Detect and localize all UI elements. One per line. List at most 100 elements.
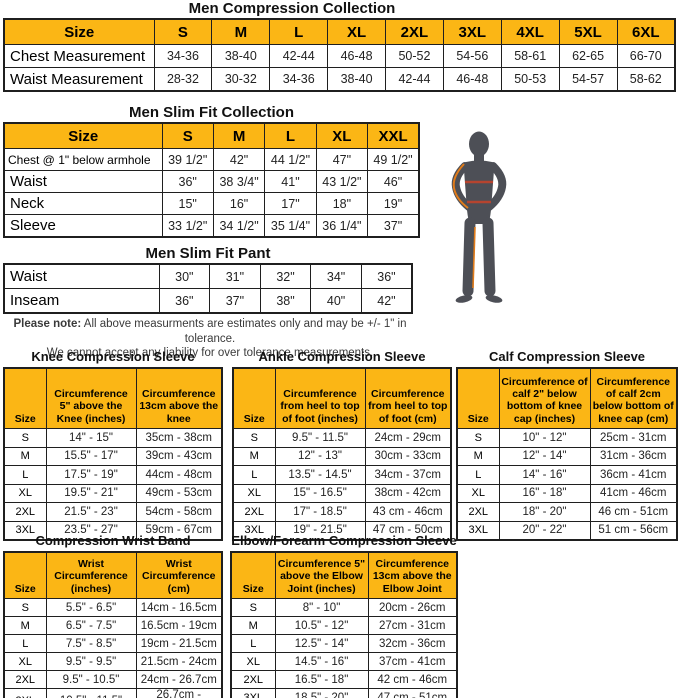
slim-fit-pant-section: Men Slim Fit Pant Waist 30" 31" 32" 34" 36" In…: [3, 245, 413, 314]
row-label: 2XL: [3, 502, 47, 522]
cell-value: 25cm - 31cm: [589, 428, 678, 448]
cell-value: 36": [360, 263, 413, 289]
row-label: L: [232, 465, 276, 485]
cell-value: 16": [212, 192, 266, 215]
table-row: Chest Measurement 34-36 38-40 42-44 46-48 50-…: [3, 44, 676, 68]
column-header: Size: [230, 551, 276, 599]
elbow-sleeve-table: Size Circumference 5" above the Elbow Joi…: [230, 551, 458, 698]
cell-value: 66-70: [616, 44, 676, 68]
row-label: Chest @ 1" below armhole: [3, 148, 163, 171]
cell-value: 30cm - 33cm: [364, 446, 452, 466]
slim-fit-section: Men Slim Fit Collection Size S M L XL XXL Ches…: [3, 104, 420, 238]
cell-value: 51 cm - 56cm: [589, 520, 678, 541]
row-label: M: [3, 616, 47, 635]
cell-value: 36 1/4": [315, 214, 369, 238]
cell-value: 36": [158, 288, 211, 314]
table-row: M 12" - 14" 31cm - 36cm: [456, 446, 678, 466]
cell-value: 30": [158, 263, 211, 289]
cell-value: 38-40: [211, 44, 271, 68]
cell-value: 34": [310, 263, 362, 289]
column-header: Circumference 5" above the Knee (inches): [45, 367, 137, 429]
table-row: S 10" - 12" 25cm - 31cm: [456, 428, 678, 448]
column-header: Circumference from heel to top of foot (…: [364, 367, 452, 429]
calf-sleeve-section: Calf Compression Sleeve Size Circumferenc…: [456, 349, 678, 541]
cell-value: 33 1/2": [161, 214, 214, 238]
column-header: Size: [232, 367, 276, 429]
slim-fit-pant-title: Men Slim Fit Pant: [145, 245, 271, 262]
header-row: Size S M L XL XXL: [3, 122, 420, 149]
row-label: 2XL: [3, 670, 47, 689]
wrist-band-section: Compression Wrist Band Size Wrist Circumf…: [3, 533, 223, 698]
man-silhouette-icon: [444, 130, 514, 312]
cell-value: 5.5" - 6.5": [45, 598, 137, 617]
column-header: Circumference of calf 2" below bottom of…: [498, 367, 591, 429]
row-label: S: [230, 598, 276, 617]
row-label: M: [232, 446, 276, 466]
cell-value: 35cm - 38cm: [135, 428, 223, 448]
cell-value: 44cm - 48cm: [135, 465, 223, 485]
cell-value: 27cm - 31cm: [367, 616, 458, 635]
cell-value: 49cm - 53cm: [135, 483, 223, 503]
cell-value: 15" - 16.5": [274, 483, 366, 503]
table-row: L 13.5" - 14.5" 34cm - 37cm: [232, 465, 452, 485]
tolerance-note-line1: Please note: All above measurments are e…: [13, 318, 407, 345]
row-label: L: [3, 465, 47, 485]
cell-value: 30-32: [211, 67, 271, 92]
table-row: 3XL 20" - 22" 51 cm - 56cm: [456, 520, 678, 541]
row-label: S: [232, 428, 276, 448]
cell-value: 16.5cm - 19cm: [135, 616, 223, 635]
column-header: 5XL: [558, 18, 618, 45]
table-row: 2XL 17" - 18.5" 43 cm - 46cm: [232, 502, 452, 522]
table-row: XL 14.5" - 16" 37cm - 41cm: [230, 652, 458, 671]
cell-value: 12.5" - 14": [274, 634, 369, 653]
column-header: XL: [315, 122, 369, 149]
knee-sleeve-section: Knee Compression Sleeve Size Circumferenc…: [3, 349, 223, 541]
cell-value: 49 1/2": [367, 148, 420, 171]
cell-value: 39 1/2": [161, 148, 214, 171]
cell-value: 54cm - 58cm: [135, 502, 223, 522]
cell-value: 47 cm - 50cm: [364, 520, 452, 541]
cell-value: 42": [212, 148, 266, 171]
column-header: Size: [456, 367, 500, 429]
table-row: Waist 36" 38 3/4" 41" 43 1/2" 46": [3, 170, 420, 193]
table-row: S 5.5" - 6.5" 14cm - 16.5cm: [3, 598, 223, 617]
column-header: L: [264, 122, 317, 149]
cell-value: 7.5" - 8.5": [45, 634, 137, 653]
tolerance-note-label: Please note:: [13, 318, 82, 330]
row-label: Waist Measurement: [3, 67, 155, 92]
table-row: Inseam 36" 37" 38" 40" 42": [3, 288, 413, 314]
row-label: S: [3, 428, 47, 448]
cell-value: 17" - 18.5": [274, 502, 366, 522]
cell-value: 10.5" - 12": [274, 616, 369, 635]
cell-value: 17.5" - 19": [45, 465, 137, 485]
cell-value: 28-32: [153, 67, 213, 92]
cell-value: 14.5" - 16": [274, 652, 369, 671]
column-header: M: [212, 122, 266, 149]
table-row: S 8" - 10" 20cm - 26cm: [230, 598, 458, 617]
cell-value: 59cm - 67cm: [135, 520, 223, 541]
cell-value: 58-62: [616, 67, 676, 92]
cell-value: 14" - 16": [498, 465, 591, 485]
cell-value: 42-44: [385, 67, 444, 92]
cell-value: 35 1/4": [264, 214, 317, 238]
column-header: L: [269, 18, 329, 45]
row-label: 3XL: [456, 520, 500, 541]
cell-value: 15": [161, 192, 214, 215]
cell-value: 34-36: [269, 67, 329, 92]
cell-value: 42 cm - 46cm: [367, 670, 458, 689]
tolerance-note-line2: We cannot accept any liability for over …: [46, 347, 374, 360]
row-label: Waist: [3, 170, 163, 193]
row-label: S: [456, 428, 500, 448]
column-header: XL: [327, 18, 386, 45]
table-row: M 6.5" - 7.5" 16.5cm - 19cm: [3, 616, 223, 635]
column-header: 3XL: [442, 18, 502, 45]
column-header: Circumference of calf 2cm below bottom o…: [589, 367, 678, 429]
cell-value: 24cm - 29cm: [364, 428, 452, 448]
header-row: Size Circumference 5" above the Knee (inc…: [3, 367, 223, 429]
cell-value: 32cm - 36cm: [367, 634, 458, 653]
table-row: Neck 15" 16" 17" 18" 19": [3, 192, 420, 215]
table-row: XL 9.5" - 9.5" 21.5cm - 24cm: [3, 652, 223, 671]
cell-value: 13.5" - 14.5": [274, 465, 366, 485]
cell-value: 21.5cm - 24cm: [135, 652, 223, 671]
cell-value: 43 cm - 46cm: [364, 502, 452, 522]
